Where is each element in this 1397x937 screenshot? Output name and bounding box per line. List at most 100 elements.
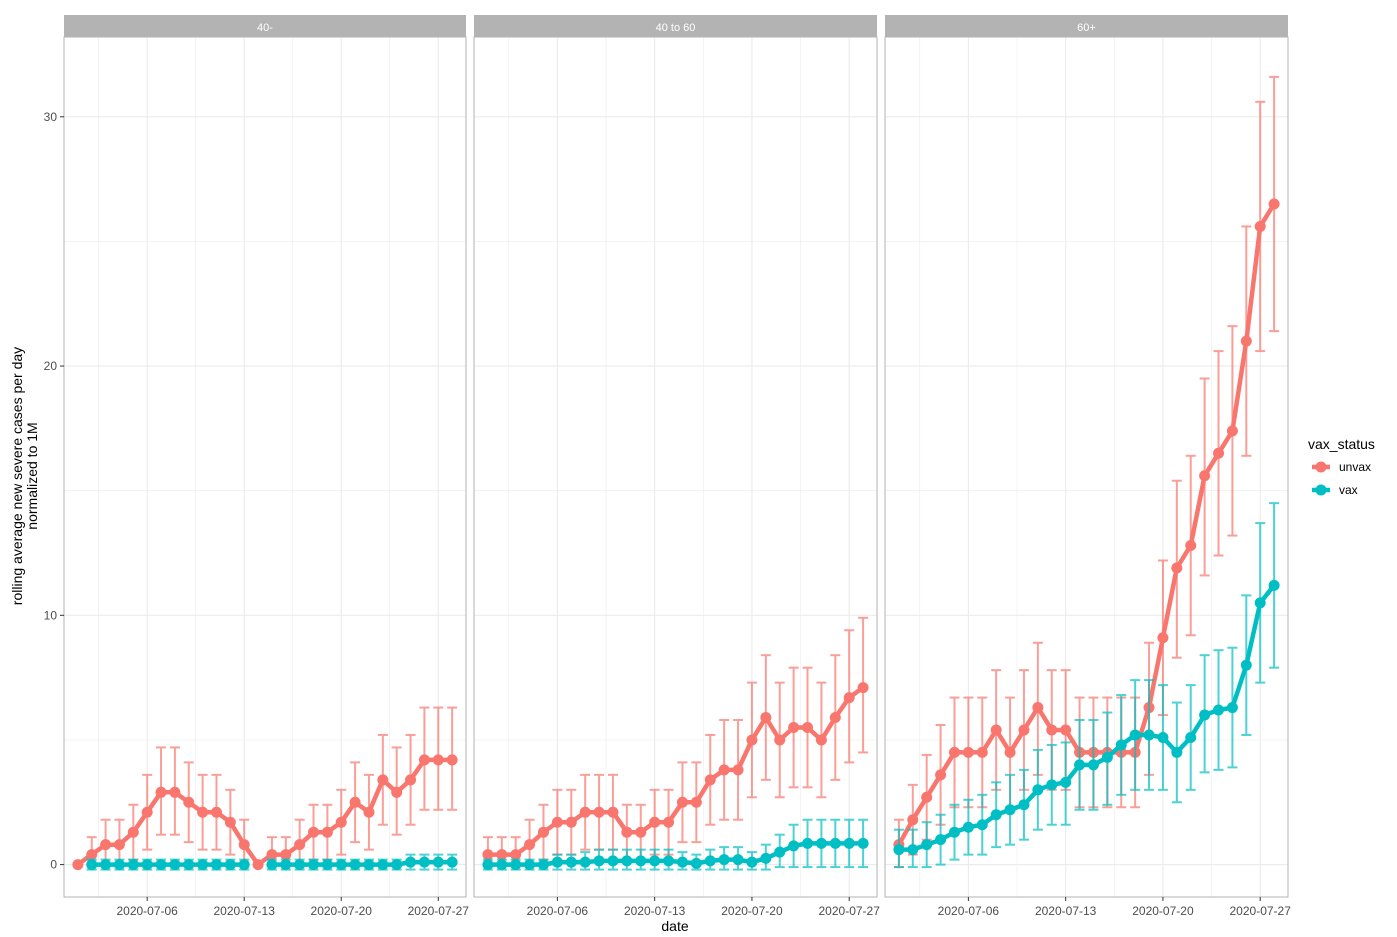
data-point-unvax bbox=[551, 816, 563, 828]
data-point-vax bbox=[1115, 739, 1127, 751]
legend-key-unvax: unvax bbox=[1312, 460, 1371, 474]
data-point-unvax bbox=[308, 826, 320, 838]
legend-label: unvax bbox=[1339, 460, 1371, 474]
data-point-unvax bbox=[280, 849, 292, 861]
data-point-vax bbox=[760, 852, 772, 864]
panel-2: 60+ bbox=[884, 15, 1289, 898]
facet-strip-label: 60+ bbox=[1077, 22, 1096, 34]
data-point-vax bbox=[238, 859, 250, 871]
series-unvax bbox=[72, 706, 458, 871]
data-point-vax bbox=[349, 859, 361, 871]
data-point-vax bbox=[1129, 729, 1141, 741]
data-point-vax bbox=[815, 837, 827, 849]
y-axis-title-line-1: rolling average new severe cases per day bbox=[9, 347, 25, 605]
data-point-unvax bbox=[482, 849, 494, 861]
panel-background bbox=[64, 37, 466, 897]
data-point-vax bbox=[551, 856, 563, 868]
data-point-vax bbox=[377, 859, 389, 871]
data-point-unvax bbox=[1268, 198, 1280, 210]
data-point-vax bbox=[829, 837, 841, 849]
data-point-vax bbox=[1213, 704, 1225, 716]
data-point-vax bbox=[732, 854, 744, 866]
data-point-vax bbox=[907, 844, 919, 856]
data-point-vax bbox=[363, 859, 375, 871]
x-tick-label: 2020-07-20 bbox=[1132, 904, 1194, 918]
data-point-vax bbox=[579, 856, 591, 868]
data-point-vax bbox=[1046, 779, 1058, 791]
data-point-unvax bbox=[294, 839, 306, 851]
series-line-vax bbox=[896, 583, 1277, 852]
data-point-unvax bbox=[621, 826, 633, 838]
legend-key-point bbox=[1315, 484, 1327, 496]
data-point-vax bbox=[391, 859, 403, 871]
data-point-vax bbox=[1226, 702, 1238, 714]
x-tick-label: 2020-07-06 bbox=[116, 904, 178, 918]
data-point-vax bbox=[1157, 731, 1169, 743]
data-point-unvax bbox=[405, 774, 417, 786]
data-point-unvax bbox=[238, 839, 250, 851]
series-line-vax bbox=[485, 841, 866, 867]
data-point-unvax bbox=[676, 796, 688, 808]
data-point-vax bbox=[418, 856, 430, 868]
data-point-vax bbox=[704, 855, 716, 867]
data-point-vax bbox=[1018, 799, 1030, 811]
data-point-unvax bbox=[857, 682, 869, 694]
y-axis-title-line-2: normalized to 1M bbox=[24, 422, 40, 529]
data-point-vax bbox=[197, 859, 209, 871]
series-line-unvax bbox=[75, 757, 455, 867]
data-point-vax bbox=[593, 855, 605, 867]
data-point-vax bbox=[510, 859, 522, 871]
data-point-vax bbox=[432, 856, 444, 868]
data-point-unvax bbox=[1018, 724, 1030, 736]
x-tick-label: 2020-07-13 bbox=[1035, 904, 1097, 918]
data-point-unvax bbox=[935, 769, 947, 781]
data-point-vax bbox=[183, 859, 195, 871]
data-point-unvax bbox=[690, 796, 702, 808]
data-point-vax bbox=[1268, 579, 1280, 591]
data-point-vax bbox=[294, 859, 306, 871]
data-point-vax bbox=[976, 819, 988, 831]
data-point-unvax bbox=[607, 806, 619, 818]
series-vax bbox=[86, 853, 458, 871]
data-point-unvax bbox=[1032, 702, 1044, 714]
data-point-vax bbox=[141, 859, 153, 871]
data-point-unvax bbox=[718, 764, 730, 776]
data-point-vax bbox=[524, 859, 536, 871]
data-point-vax bbox=[446, 856, 458, 868]
data-point-unvax bbox=[802, 721, 814, 733]
data-point-vax bbox=[1254, 597, 1266, 609]
data-point-unvax bbox=[976, 746, 988, 758]
data-point-vax bbox=[565, 856, 577, 868]
data-point-vax bbox=[676, 856, 688, 868]
series-unvax bbox=[482, 616, 869, 866]
data-point-vax bbox=[921, 839, 933, 851]
data-point-unvax bbox=[907, 814, 919, 826]
data-point-unvax bbox=[1004, 746, 1016, 758]
data-point-vax bbox=[649, 855, 661, 867]
data-point-unvax bbox=[72, 859, 84, 871]
x-tick-label: 2020-07-27 bbox=[819, 904, 881, 918]
data-point-vax bbox=[169, 859, 181, 871]
data-point-vax bbox=[1240, 659, 1252, 671]
x-tick-label: 2020-07-06 bbox=[527, 904, 589, 918]
data-point-unvax bbox=[169, 786, 181, 798]
data-point-unvax bbox=[86, 849, 98, 861]
data-point-unvax bbox=[1157, 632, 1169, 644]
x-tick-label: 2020-07-20 bbox=[311, 904, 373, 918]
y-tick-label: 10 bbox=[44, 608, 58, 622]
panel-background bbox=[474, 37, 877, 897]
data-point-vax bbox=[1032, 784, 1044, 796]
data-point-unvax bbox=[579, 806, 591, 818]
data-point-unvax bbox=[183, 796, 195, 808]
y-tick-label: 20 bbox=[44, 359, 58, 373]
data-point-vax bbox=[718, 854, 730, 866]
data-point-unvax bbox=[663, 816, 675, 828]
data-point-unvax bbox=[510, 849, 522, 861]
data-point-vax bbox=[843, 837, 855, 849]
data-point-unvax bbox=[446, 754, 458, 766]
data-point-unvax bbox=[1254, 220, 1266, 232]
data-point-vax bbox=[1199, 709, 1211, 721]
panels-layer: 40- 40 to 60 60+ bbox=[63, 15, 1289, 898]
data-point-unvax bbox=[593, 806, 605, 818]
